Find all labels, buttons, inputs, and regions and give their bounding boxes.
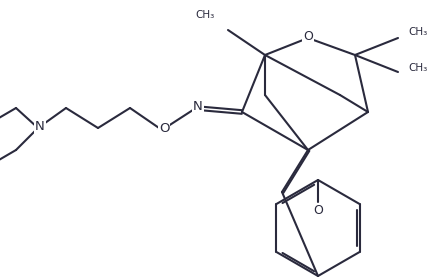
Text: O: O bbox=[159, 122, 169, 134]
Text: N: N bbox=[35, 120, 45, 132]
Text: O: O bbox=[313, 204, 323, 216]
Text: O: O bbox=[303, 29, 313, 43]
Text: CH₃: CH₃ bbox=[196, 10, 215, 20]
Text: CH₃: CH₃ bbox=[408, 27, 427, 37]
Text: N: N bbox=[193, 99, 203, 113]
Text: CH₃: CH₃ bbox=[408, 63, 427, 73]
